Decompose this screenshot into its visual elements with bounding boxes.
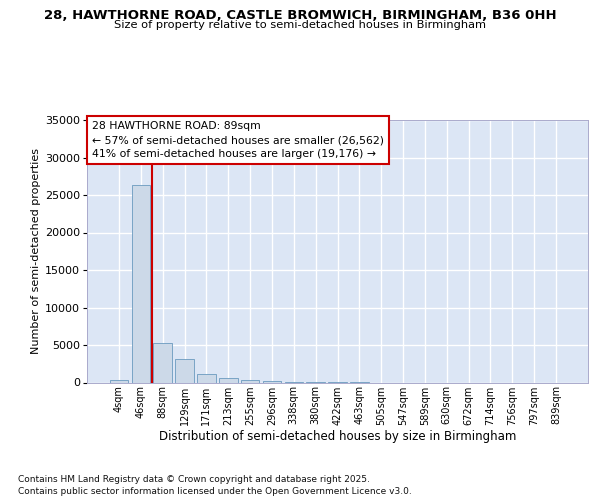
Bar [154,343,172,382]
X-axis label: Distribution of semi-detached houses by size in Birmingham: Distribution of semi-detached houses by … [159,430,516,444]
Bar [110,380,128,382]
Bar [197,374,216,382]
Text: Contains HM Land Registry data © Crown copyright and database right 2025.
Contai: Contains HM Land Registry data © Crown c… [18,474,412,496]
Y-axis label: Number of semi-detached properties: Number of semi-detached properties [31,148,41,354]
Text: 28, HAWTHORNE ROAD, CASTLE BROMWICH, BIRMINGHAM, B36 0HH: 28, HAWTHORNE ROAD, CASTLE BROMWICH, BIR… [44,9,556,22]
Bar [219,378,238,382]
Text: Size of property relative to semi-detached houses in Birmingham: Size of property relative to semi-detach… [114,20,486,30]
Text: 28 HAWTHORNE ROAD: 89sqm
← 57% of semi-detached houses are smaller (26,562)
41% : 28 HAWTHORNE ROAD: 89sqm ← 57% of semi-d… [92,122,384,160]
Bar [175,358,194,382]
Bar [241,380,259,382]
Bar [131,184,150,382]
